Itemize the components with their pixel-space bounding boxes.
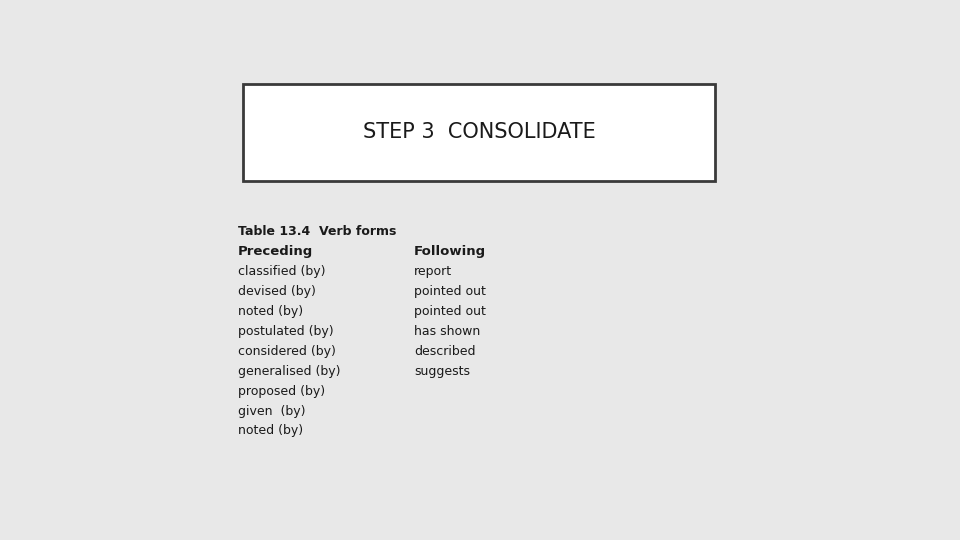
Text: pointed out: pointed out (414, 285, 486, 298)
Text: classified (by): classified (by) (237, 265, 325, 278)
Text: Following: Following (414, 245, 486, 258)
Text: noted (by): noted (by) (237, 424, 302, 437)
Text: given  (by): given (by) (237, 404, 305, 417)
Text: Preceding: Preceding (237, 245, 313, 258)
Text: report: report (414, 265, 452, 278)
Text: considered (by): considered (by) (237, 345, 335, 357)
Text: generalised (by): generalised (by) (237, 364, 340, 377)
Text: noted (by): noted (by) (237, 305, 302, 318)
Text: proposed (by): proposed (by) (237, 384, 324, 397)
Text: devised (by): devised (by) (237, 285, 316, 298)
Text: described: described (414, 345, 475, 357)
Text: suggests: suggests (414, 364, 469, 377)
Text: Table 13.4  Verb forms: Table 13.4 Verb forms (237, 225, 396, 238)
Text: pointed out: pointed out (414, 305, 486, 318)
Text: STEP 3  CONSOLIDATE: STEP 3 CONSOLIDATE (363, 123, 595, 143)
Text: has shown: has shown (414, 325, 480, 338)
Text: postulated (by): postulated (by) (237, 325, 333, 338)
FancyBboxPatch shape (243, 84, 715, 181)
